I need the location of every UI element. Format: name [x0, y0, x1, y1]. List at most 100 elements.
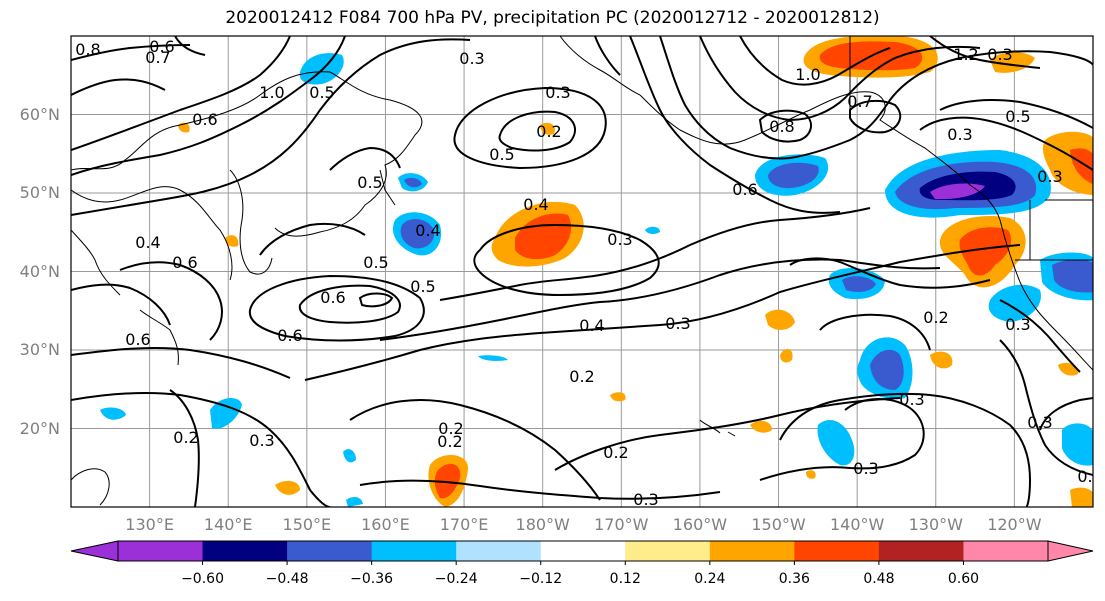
- contour-label: 0.3: [607, 230, 632, 249]
- contour-label: 1.0: [795, 65, 820, 84]
- contour-label: 0.5: [410, 277, 435, 296]
- precip-negative-area: [100, 407, 126, 420]
- precip-negative-area: [768, 162, 819, 189]
- precip-negative-area: [346, 496, 363, 507]
- latitude-label: 30°N: [19, 340, 60, 359]
- contour-label: 0.2: [438, 419, 463, 438]
- colorbar-tick-label: −0.12: [519, 571, 563, 587]
- contour-label: 0.6: [172, 253, 197, 272]
- precip-positive-area: [750, 420, 772, 433]
- precip-negative-area: [842, 276, 876, 292]
- longitude-label: 140°W: [829, 515, 885, 534]
- contour-label: 0.8: [75, 40, 100, 59]
- contour-label: 0.3: [1027, 413, 1052, 432]
- contour-label: 0.5: [309, 83, 334, 102]
- contour-label: 0.7: [145, 48, 170, 67]
- colorbar-segment: [963, 541, 1049, 561]
- precip-negative-area: [210, 398, 242, 429]
- precip-positive-area: [990, 52, 1035, 73]
- precip-positive-area: [540, 122, 555, 135]
- precip-positive-area: [610, 392, 626, 402]
- colorbar-segment: [371, 541, 457, 561]
- contour-label: 0.6: [125, 330, 150, 349]
- contour-label: 0.2: [437, 432, 462, 451]
- colorbar-segment: [118, 541, 204, 561]
- precip-negative-area: [930, 183, 985, 200]
- precip-negative-area: [988, 284, 1041, 322]
- longitude-label: 160°E: [361, 515, 410, 534]
- colorbar-tick-label: −0.48: [265, 571, 309, 587]
- precip-negative-area: [645, 226, 660, 235]
- precip-negative-area: [478, 355, 508, 361]
- precip-positive-area: [434, 463, 461, 499]
- colorbar-extend-high: [1047, 540, 1094, 562]
- contour-label: 0.6: [320, 288, 345, 307]
- colorbar-tick-label: −0.36: [350, 571, 394, 587]
- coastlines: [71, 36, 1093, 506]
- precip-negative-area: [817, 420, 855, 466]
- longitude-label: 150°W: [751, 515, 806, 534]
- precip-positive-area: [959, 227, 1012, 276]
- contour-labels: 0.8 0.6 0.7 0.3 1.0 0.5 0.3 0.2 1.2 1.0 …: [75, 37, 1092, 509]
- contour-label: 0.7: [847, 92, 872, 111]
- colorbar-tick-label: 0.48: [863, 571, 895, 587]
- colorbar-tick-label: 0.12: [609, 571, 641, 587]
- colorbar-segment: [287, 541, 373, 561]
- contour-label: 0.3: [633, 490, 658, 509]
- colorbar-frame: [117, 540, 1049, 562]
- longitude-label: 170°E: [439, 515, 489, 534]
- colorbar-segment: [540, 541, 626, 561]
- contour-label: 0.2: [569, 367, 594, 386]
- colorbar-segment: [709, 541, 795, 561]
- longitude-label: 140°E: [203, 515, 253, 534]
- contour-label: 0.3: [249, 431, 274, 450]
- contour-label: 0.3: [1005, 315, 1030, 334]
- contour-label: 0.3: [947, 125, 972, 144]
- contour-label: 0.2: [173, 428, 198, 447]
- contour-label: 0.2: [536, 122, 561, 141]
- colorbar-tick-label: 0.24: [694, 571, 726, 587]
- longitude-label: 170°W: [594, 515, 649, 534]
- latitude-label: 40°N: [19, 261, 60, 281]
- contour-label: 0.3: [545, 83, 570, 102]
- precip-positive-area: [275, 480, 300, 495]
- contour-label: 1.0: [259, 83, 284, 102]
- longitude-label: 120°W: [987, 515, 1042, 534]
- contour-label: 0.3: [459, 49, 484, 68]
- contour-label: 0.6: [277, 326, 302, 345]
- precip-negative-area: [1052, 259, 1093, 293]
- precip-positive-area: [780, 348, 793, 363]
- latitude-label: 20°N: [19, 418, 60, 438]
- colorbar-segment: [625, 541, 711, 561]
- contour-label: 0.2: [923, 308, 948, 327]
- contour-label: 0.4: [579, 316, 604, 335]
- precip-positive-area: [930, 351, 953, 369]
- colorbar-segment: [878, 541, 964, 561]
- contour-label: 0.3: [853, 459, 878, 478]
- colorbar-segment: [456, 541, 542, 561]
- longitude-label: 160°W: [672, 515, 728, 534]
- precip-positive-area: [1070, 487, 1093, 507]
- longitude-label: 130°W: [908, 515, 963, 534]
- precip-negative-area: [404, 177, 422, 188]
- colorbar-tick-label: −0.60: [181, 571, 224, 587]
- precip-positive-area: [1070, 148, 1093, 185]
- colorbar-segment: [202, 541, 288, 561]
- precip-negative-area: [1062, 423, 1093, 466]
- longitude-label: 180°W: [515, 515, 570, 534]
- figure-title: 2020012412 F084 700 hPa PV, precipitatio…: [225, 8, 880, 28]
- latitude-label: 50°N: [19, 183, 60, 202]
- contour-label: 0.3: [899, 390, 924, 409]
- precip-positive-area: [765, 309, 795, 330]
- colorbar-tick-label: 0.60: [947, 571, 980, 587]
- colorbar-segment: [794, 541, 880, 561]
- contour-label: 0.6: [732, 180, 757, 199]
- map-frame: [70, 35, 1094, 508]
- precip-negative-area: [343, 449, 356, 463]
- contour-label: 0.3: [1037, 167, 1062, 186]
- precipitation-shading: [100, 36, 1093, 507]
- contour-label: 0.5: [489, 145, 514, 164]
- contour-label: 0.6: [192, 110, 217, 129]
